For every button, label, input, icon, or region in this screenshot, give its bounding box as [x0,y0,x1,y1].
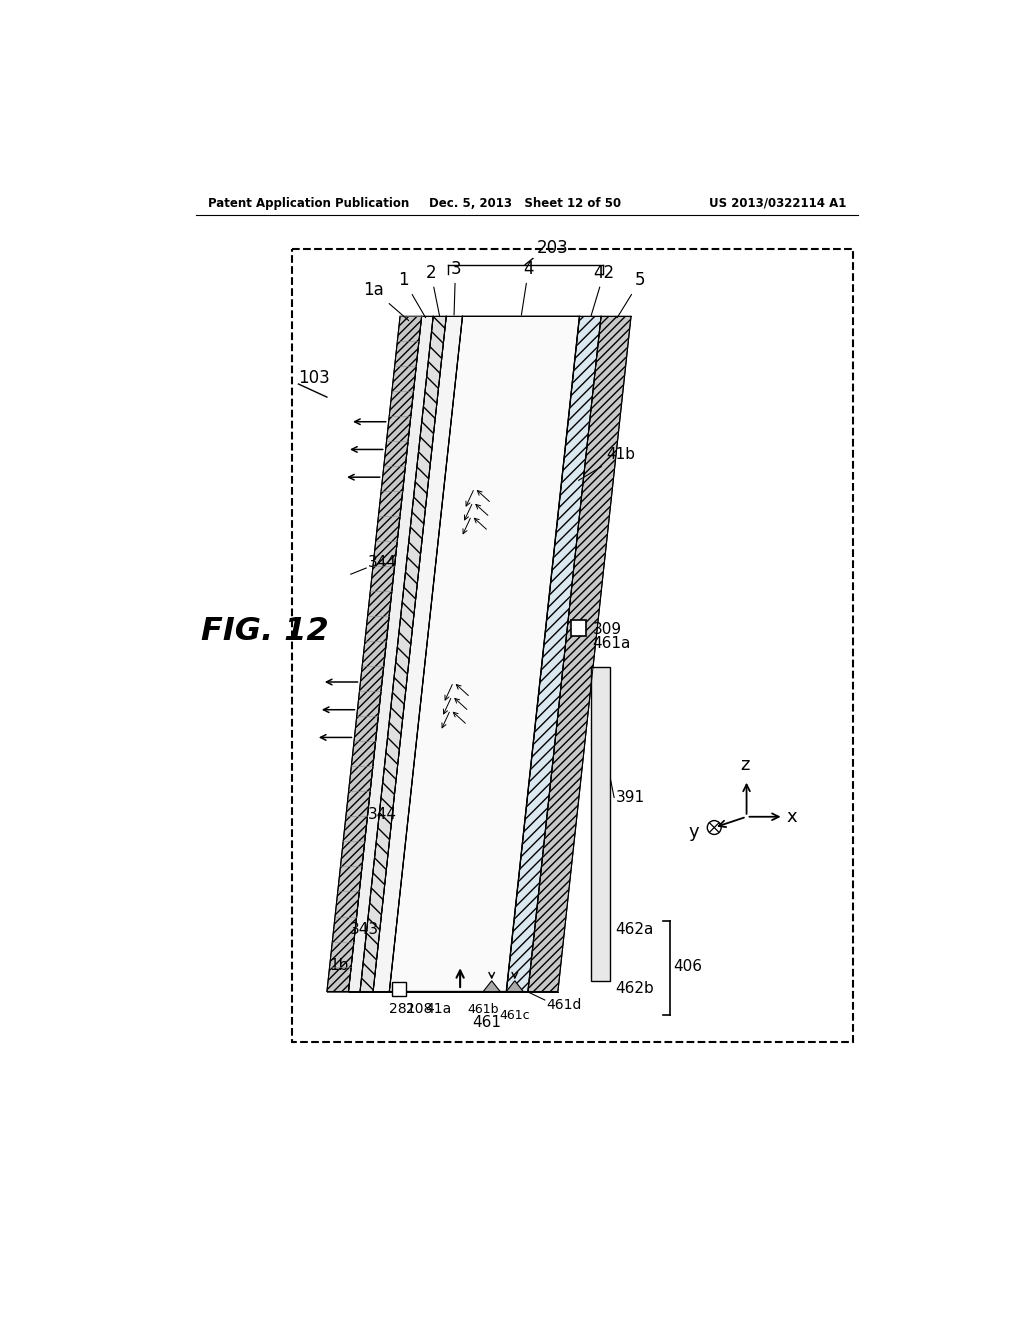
Polygon shape [528,317,631,991]
Bar [591,667,609,981]
Text: 1b: 1b [330,958,348,973]
Text: 5: 5 [617,272,645,318]
Text: 103: 103 [298,368,330,387]
Bar [571,620,587,636]
Text: y: y [688,824,698,841]
Text: 343: 343 [350,923,379,937]
Polygon shape [348,317,433,991]
Text: Patent Application Publication: Patent Application Publication [208,197,409,210]
Text: 344: 344 [368,807,396,822]
Text: Dec. 5, 2013   Sheet 12 of 50: Dec. 5, 2013 Sheet 12 of 50 [429,197,621,210]
Text: 461: 461 [472,1015,501,1030]
Polygon shape [373,317,463,991]
Text: 3: 3 [451,260,461,315]
Text: FIG. 12: FIG. 12 [202,616,329,647]
Polygon shape [483,981,500,991]
Text: z: z [740,756,750,775]
Text: US 2013/0322114 A1: US 2013/0322114 A1 [710,197,847,210]
Text: 281: 281 [389,1002,416,1015]
Polygon shape [389,317,580,991]
Text: 462a: 462a [615,923,654,937]
Text: 406: 406 [674,960,702,974]
Text: 1a: 1a [364,281,409,321]
Text: 461a: 461a [593,636,631,651]
Text: 461b: 461b [468,1003,499,1016]
Text: 1: 1 [398,272,426,318]
Text: 42: 42 [591,264,614,315]
Polygon shape [360,317,446,991]
Polygon shape [327,317,422,991]
Text: 41b: 41b [579,447,636,480]
Polygon shape [506,317,601,991]
Text: 462b: 462b [615,981,654,997]
Text: 41a: 41a [425,1002,452,1015]
Text: 309: 309 [593,622,622,638]
Text: 461d: 461d [547,998,582,1011]
Text: 461c: 461c [500,1010,530,1022]
Text: 391: 391 [615,789,645,805]
Text: 344: 344 [368,556,396,570]
Text: x: x [786,808,798,826]
Bar [392,982,407,997]
Text: 2: 2 [426,264,439,315]
Text: 208: 208 [407,1002,432,1015]
Text: 4: 4 [521,260,534,315]
Polygon shape [506,981,523,991]
Text: 203: 203 [537,239,568,257]
